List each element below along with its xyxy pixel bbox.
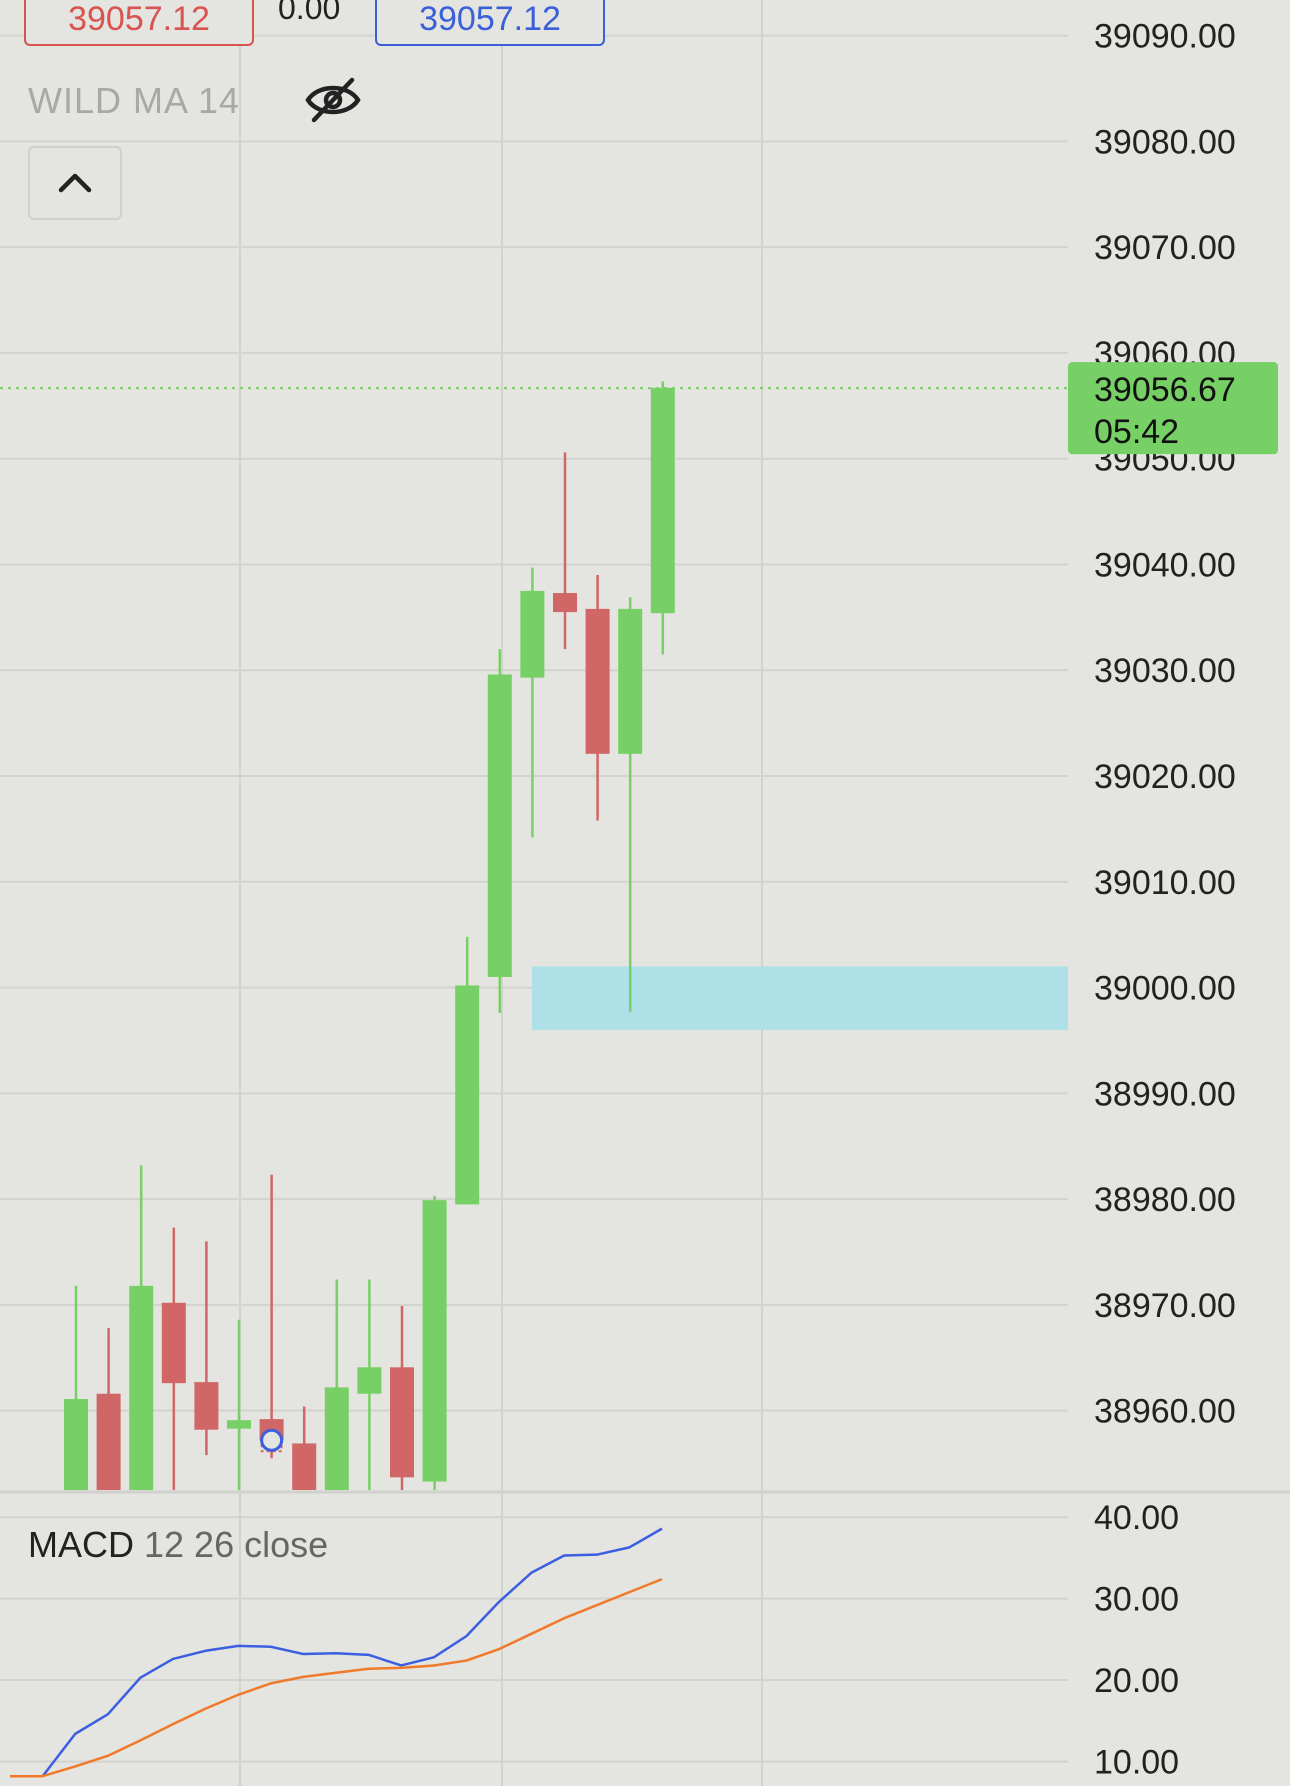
macd-name: MACD [28, 1524, 134, 1565]
macd-line [10, 1527, 663, 1778]
bull-candle [357, 1367, 382, 1394]
candles [64, 381, 675, 1490]
bear-candle [292, 1443, 317, 1490]
collapse-button[interactable] [28, 146, 122, 220]
eye-off-icon[interactable] [304, 76, 362, 129]
price-tick-label: 39070.00 [1094, 229, 1236, 267]
bull-candle [129, 1285, 154, 1490]
price-tick-label: 39010.00 [1094, 864, 1236, 902]
bull-candle [618, 608, 643, 754]
price-y-axis: 39090.0039080.0039070.0039060.0039050.00… [0, 18, 1236, 1431]
bear-candle [161, 1302, 186, 1384]
bull-candle [64, 1399, 88, 1490]
price-tick-label: 39000.00 [1094, 970, 1236, 1008]
macd-params: 12 26 close [144, 1524, 329, 1565]
price-tick-label: 38970.00 [1094, 1287, 1236, 1325]
price-tick-label: 38990.00 [1094, 1075, 1236, 1113]
price-tick-label: 39080.00 [1094, 123, 1236, 161]
macd-tick-label: 10.00 [1094, 1744, 1179, 1782]
macd-label: MACD 12 26 close [28, 1524, 328, 1566]
bull-candle [520, 590, 545, 678]
signal-line [10, 1577, 663, 1778]
support-zone [532, 966, 1068, 1030]
bull-candle [455, 985, 480, 1205]
bear-candle [553, 593, 577, 613]
bull-candle [324, 1387, 349, 1490]
price-tick-label: 38960.00 [1094, 1393, 1236, 1431]
countdown-label: 05:42 [1094, 413, 1179, 451]
sell-price-button[interactable]: 39057.12 [24, 0, 254, 46]
price-tick-label: 39030.00 [1094, 652, 1236, 690]
bear-candle [194, 1382, 219, 1430]
bull-candle [227, 1420, 251, 1429]
price-tick-label: 39040.00 [1094, 546, 1236, 584]
spread-value: 0.00 [278, 0, 341, 26]
price-tick-label: 38980.00 [1094, 1181, 1236, 1219]
macd-tick-label: 20.00 [1094, 1662, 1179, 1700]
chevron-up-icon [55, 168, 95, 199]
current-price-label: 39056.67 [1094, 371, 1236, 409]
bear-candle [390, 1367, 414, 1478]
bear-candle [96, 1393, 121, 1490]
macd-y-axis: 40.00 30.00 20.00 10.00 [0, 1499, 1179, 1782]
buy-price-button[interactable]: 39057.12 [375, 0, 605, 46]
bear-candle [585, 608, 610, 754]
price-tick-label: 39090.00 [1094, 18, 1236, 56]
bull-candle [422, 1200, 447, 1482]
bull-candle [487, 674, 512, 977]
macd-tick-label: 40.00 [1094, 1499, 1179, 1537]
bull-candle [650, 387, 675, 614]
price-tick-label: 39020.00 [1094, 758, 1236, 796]
current-price-badge [1068, 362, 1278, 455]
macd-tick-label: 30.00 [1094, 1581, 1179, 1619]
indicator-label: WILD MA 14 [28, 80, 241, 121]
crosshair-marker [260, 1428, 284, 1452]
